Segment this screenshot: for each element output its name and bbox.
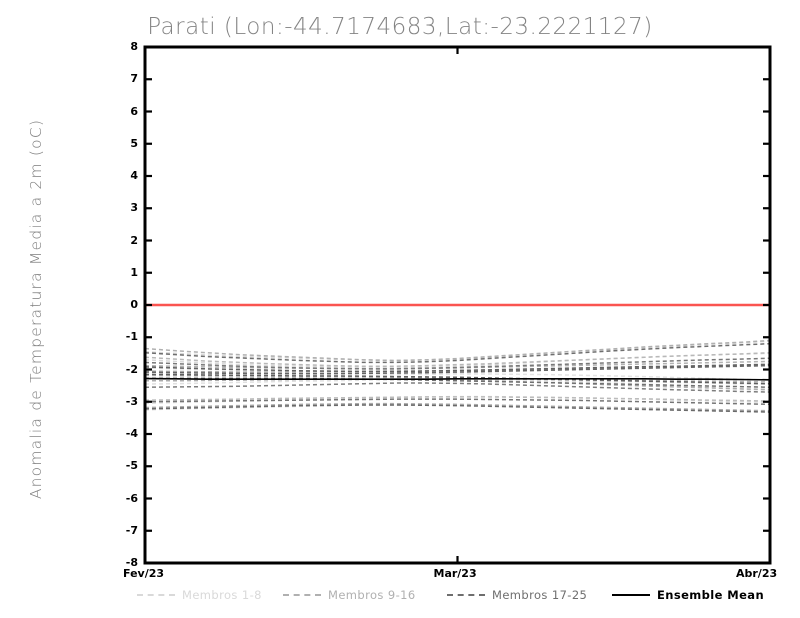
y-tick-label: 7 bbox=[130, 72, 138, 86]
legend-label: Membros 17-25 bbox=[492, 588, 588, 602]
series-line bbox=[145, 364, 770, 375]
x-tick-label: Abr/23 bbox=[736, 567, 778, 580]
series-line bbox=[145, 357, 770, 370]
series-line bbox=[145, 339, 770, 362]
chart-title: Parati (Lon:-44.7174683,Lat:-23.2221127) bbox=[147, 14, 653, 40]
y-tick-label: 2 bbox=[130, 233, 138, 247]
y-tick-label: 8 bbox=[130, 40, 138, 53]
series-line bbox=[145, 360, 770, 370]
legend-label: Ensemble Mean bbox=[657, 588, 765, 602]
legend-item[interactable]: Membros 1-8 bbox=[137, 586, 262, 604]
series-line bbox=[145, 402, 770, 412]
legend-label: Membros 1-8 bbox=[182, 588, 262, 602]
y-tick-label: 3 bbox=[130, 201, 138, 215]
legend-item[interactable]: Membros 9-16 bbox=[283, 586, 416, 604]
y-tick-label: 6 bbox=[130, 104, 138, 118]
y-tick-label: -4 bbox=[125, 427, 138, 440]
series-line bbox=[145, 373, 770, 381]
y-tick-label: -3 bbox=[125, 394, 138, 408]
series-line bbox=[145, 404, 770, 413]
y-tick-label: -2 bbox=[125, 362, 138, 376]
series-line bbox=[145, 351, 770, 368]
legend-line-swatch bbox=[137, 594, 175, 596]
series-line bbox=[145, 398, 770, 406]
series-line bbox=[145, 396, 770, 402]
y-tick-label: 4 bbox=[130, 169, 138, 182]
series-line bbox=[145, 342, 770, 364]
series-line bbox=[145, 377, 770, 388]
legend-line-swatch bbox=[447, 594, 485, 596]
y-tick-label: -7 bbox=[125, 523, 138, 537]
y-tick-label: -5 bbox=[125, 459, 138, 473]
x-tick-label: Fev/23 bbox=[123, 567, 165, 580]
chart-legend: Membros 1-8 Membros 9-16 Membros 17-25 Ense… bbox=[0, 586, 800, 606]
legend-item[interactable]: Membros 17-25 bbox=[447, 586, 587, 604]
legend-label: Membros 9-16 bbox=[328, 588, 416, 602]
x-tick-label: Mar/23 bbox=[433, 567, 477, 580]
series-line bbox=[145, 373, 770, 385]
legend-item[interactable]: Ensemble Mean bbox=[612, 586, 764, 604]
series-line bbox=[145, 363, 770, 373]
series-line bbox=[145, 377, 770, 381]
y-tick-label: -1 bbox=[125, 330, 138, 344]
series-line bbox=[145, 378, 770, 391]
legend-line-swatch bbox=[612, 594, 650, 596]
y-tick-label: 0 bbox=[130, 298, 138, 311]
series-line bbox=[145, 340, 770, 362]
y-tick-label: 5 bbox=[130, 136, 138, 150]
y-tick-label: 1 bbox=[130, 265, 138, 279]
series-line bbox=[145, 382, 770, 393]
y-tick-label: -6 bbox=[125, 491, 138, 505]
series-group bbox=[145, 339, 770, 413]
legend-line-swatch bbox=[283, 594, 321, 596]
series-line bbox=[145, 395, 770, 405]
series-line bbox=[145, 374, 770, 383]
y-tick-label: -8 bbox=[125, 556, 138, 569]
